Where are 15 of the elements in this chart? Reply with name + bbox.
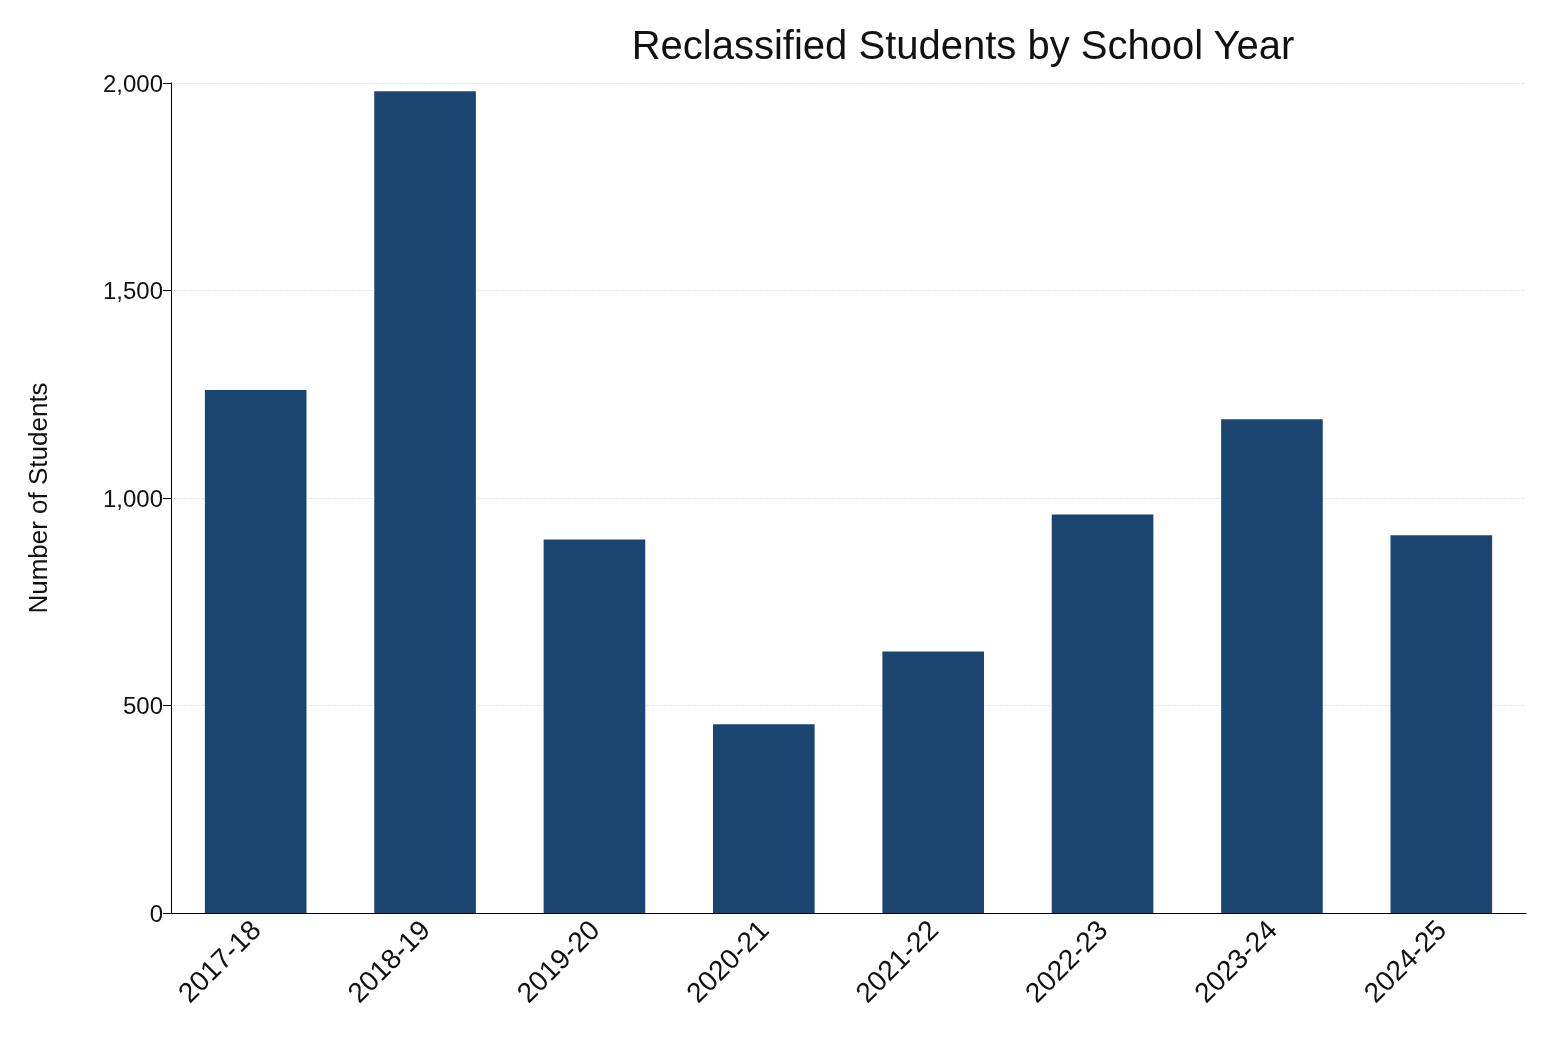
y-tick-label: 1,000: [102, 484, 163, 512]
chart-title: Reclassified Students by School Year: [631, 23, 1295, 67]
bar: [1390, 535, 1493, 913]
bar: [713, 724, 815, 913]
bar: [882, 651, 984, 913]
y-tick-label: 500: [122, 692, 163, 719]
bar: [204, 390, 307, 913]
y-axis-title: Number of Students: [23, 382, 53, 614]
y-tick-label: 2,000: [102, 69, 163, 97]
y-tick-label: 1,500: [102, 277, 163, 304]
bar: [1221, 419, 1323, 913]
y-tick-label: 0: [149, 899, 163, 927]
bar: [543, 539, 646, 913]
bar: [374, 91, 476, 913]
bar: [1051, 514, 1154, 913]
